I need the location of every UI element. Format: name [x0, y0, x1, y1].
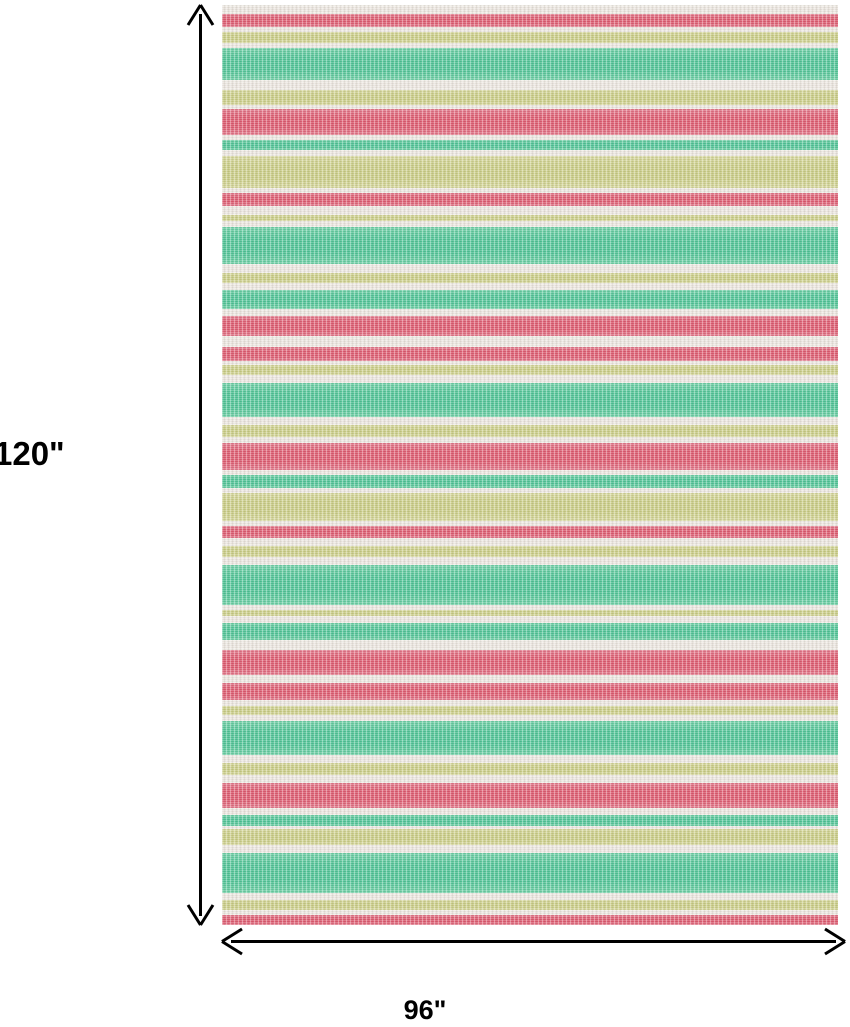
rug-stripe: [222, 650, 838, 675]
rug-stripe: [222, 375, 838, 383]
rug-stripe: [222, 783, 838, 808]
rug-stripe: [222, 775, 838, 783]
rug-image: [222, 5, 838, 925]
rug-stripe: [222, 13, 838, 27]
rug-stripe: [222, 264, 838, 273]
rug-stripe: [222, 721, 838, 755]
rug-stripe: [222, 140, 838, 150]
rug-stripe: [222, 623, 838, 640]
height-dimension-arrow: [186, 4, 215, 926]
rug-stripe: [222, 365, 838, 375]
rug-stripe: [222, 526, 838, 538]
rug-stripe-pattern: [222, 5, 838, 925]
rug-stripe: [222, 316, 838, 336]
height-dimension-label: 120": [0, 435, 65, 472]
rug-stripe: [222, 763, 838, 775]
rug-stripe: [222, 755, 838, 763]
rug-stripe: [222, 675, 838, 683]
rug-stripe: [222, 829, 838, 845]
rug-stripe: [222, 565, 838, 605]
rug-stripe: [222, 683, 838, 700]
rug-stripe: [222, 383, 838, 417]
rug-stripe: [222, 156, 838, 188]
rug-stripe: [222, 808, 838, 815]
rug-stripe: [222, 227, 838, 264]
rug-stripe: [222, 538, 838, 546]
rug-stripe: [222, 32, 838, 43]
rug-stripe: [222, 309, 838, 316]
rug-stripe: [222, 273, 838, 283]
rug-stripe: [222, 193, 838, 206]
rug-stripe: [222, 853, 838, 893]
rug-stripe: [222, 639, 838, 650]
rug-stripe: [222, 546, 838, 557]
rug-stripe: [222, 283, 838, 290]
rug-stripe: [222, 109, 838, 135]
rug-stripe: [222, 706, 838, 715]
rug-stripe: [222, 493, 838, 521]
rug-stripe: [222, 615, 838, 623]
width-dimension-arrow: [221, 927, 846, 956]
rug-stripe: [222, 845, 838, 853]
rug-stripe: [222, 80, 838, 90]
rug-stripe: [222, 893, 838, 900]
rug-stripe: [222, 900, 838, 910]
rug-stripe: [222, 443, 838, 470]
rug-stripe: [222, 5, 838, 14]
rug-stripe: [222, 417, 838, 425]
rug-stripe: [222, 48, 838, 80]
rug-stripe: [222, 475, 838, 488]
rug-stripe: [222, 347, 838, 361]
rug-stripe: [222, 815, 838, 826]
rug-stripe: [222, 915, 838, 925]
rug-stripe: [222, 290, 838, 309]
rug-stripe: [222, 90, 838, 105]
rug-stripe: [222, 206, 838, 215]
rug-stripe: [222, 557, 838, 565]
rug-stripe: [222, 425, 838, 437]
rug-stripe: [222, 336, 838, 347]
width-dimension-label: 96": [403, 995, 447, 1025]
